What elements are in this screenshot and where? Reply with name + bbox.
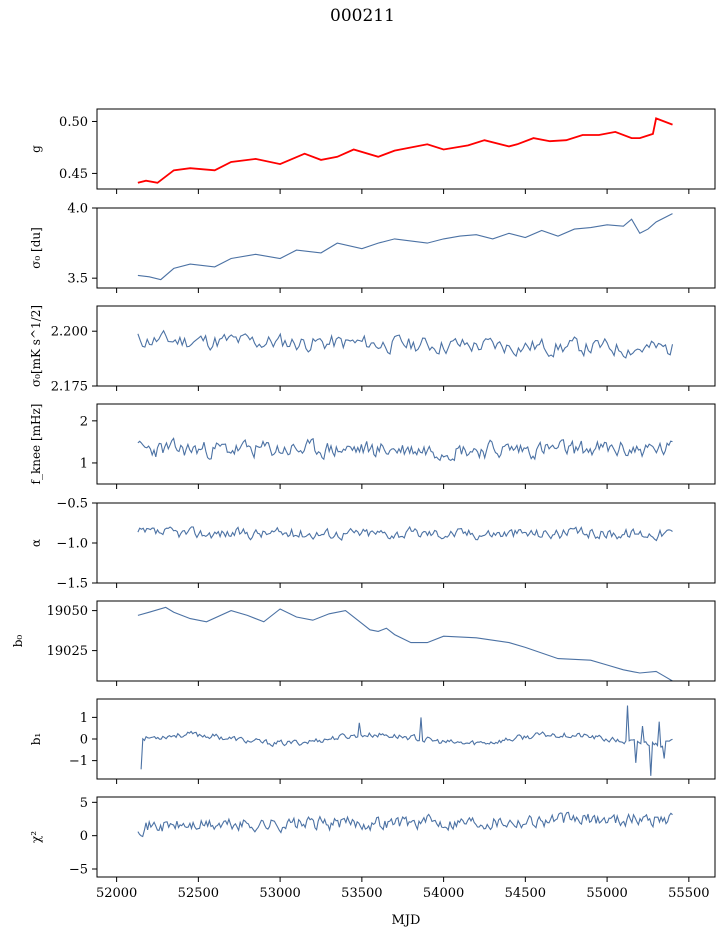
y-axis-label-b1: b₁ [29,733,43,746]
panel-alpha: −1.5 −1.0 −0.5 α [29,497,716,592]
axes-frame-b1 [96,698,716,780]
series-line-alpha [137,525,673,542]
y-tick-label-chi2: 5 [80,796,88,811]
series-line-g-fit [137,117,673,184]
y-tick-label-sigma0_units: 2.175 [51,380,88,395]
panel-b0: 19025 19050 b₀ [11,600,716,686]
axes-frame-alpha [96,502,716,584]
series-line-sigma0_units [137,329,674,359]
panel-b1: −1 0 1 b₁ [29,698,716,784]
y-tick-label-g: 0.50 [59,115,88,130]
y-tick-label-g: 0.45 [59,167,88,182]
x-tick-label: 54000 [423,886,464,901]
y-tick-label-alpha: −1.0 [56,537,88,552]
y-tick-label-sigma0_units: 2.200 [51,325,88,340]
y-tick-label-chi2: 0 [80,829,88,844]
axes-frame-b0 [96,600,716,682]
y-tick-label-b1: 1 [80,711,88,726]
x-tick-label: 54500 [505,886,546,901]
y-tick-label-fknee: 1 [80,456,88,471]
y-tick-label-chi2: −5 [69,863,88,878]
series-line-chi2 [137,811,673,838]
axes-frame-chi2 [96,796,716,878]
axes-frame-sigma0_units [96,305,716,387]
series-line-fknee [137,437,673,462]
panel-sigma0_units: 2.175 2.200 σ₀[mK s^1/2] [29,305,716,395]
x-tick-label: 52500 [178,886,219,901]
y-tick-label-fknee: 2 [80,414,88,429]
series-line-sigma0 [137,213,673,281]
y-axis-label-chi2: χ² [29,831,43,843]
y-axis-label-fknee: f_knee [mHz] [29,404,43,485]
figure-title: 000211 [330,6,395,26]
y-axis-label-alpha: α [29,539,43,547]
x-tick-label: 52000 [96,886,137,901]
x-tick-label: 55000 [586,886,627,901]
panel-sigma0: 3.5 4.0 σ₀ [du] [29,202,716,293]
y-tick-label-sigma0: 4.0 [67,202,88,217]
y-tick-label-b1: −1 [69,754,88,769]
panel-g: 0.45 0.50 g [29,108,716,194]
x-tick-label: 53500 [341,886,382,901]
y-axis-label-b0: b₀ [11,635,25,648]
y-axis-label-g: g [29,145,43,153]
y-tick-label-alpha: −1.5 [56,577,88,592]
series-line-b1 [140,705,673,776]
x-tick-label: 53000 [259,886,300,901]
panel-fknee: 1 2 f_knee [mHz] [29,403,716,489]
y-tick-label-b0: 19025 [47,644,88,659]
y-axis-label-sigma0_units: σ₀[mK s^1/2] [29,305,43,387]
y-tick-label-alpha: −0.5 [56,497,88,512]
y-tick-label-sigma0: 3.5 [67,272,88,287]
axes-frame-g [96,108,716,190]
panel-chi2: −5 0 5 52000 52500 53000 53500 54000 54500 55000 5… [29,796,716,901]
y-tick-label-b1: 0 [80,733,88,748]
x-axis-label: MJD [392,913,421,928]
x-tick-label: 55500 [668,886,709,901]
axes-frame-fknee [96,403,716,485]
y-tick-label-b0: 19050 [47,604,88,619]
y-axis-label-sigma0: σ₀ [du] [29,227,43,269]
series-line-b0 [137,606,673,681]
axes-frame-sigma0 [96,207,716,289]
series-line-g [137,117,673,184]
